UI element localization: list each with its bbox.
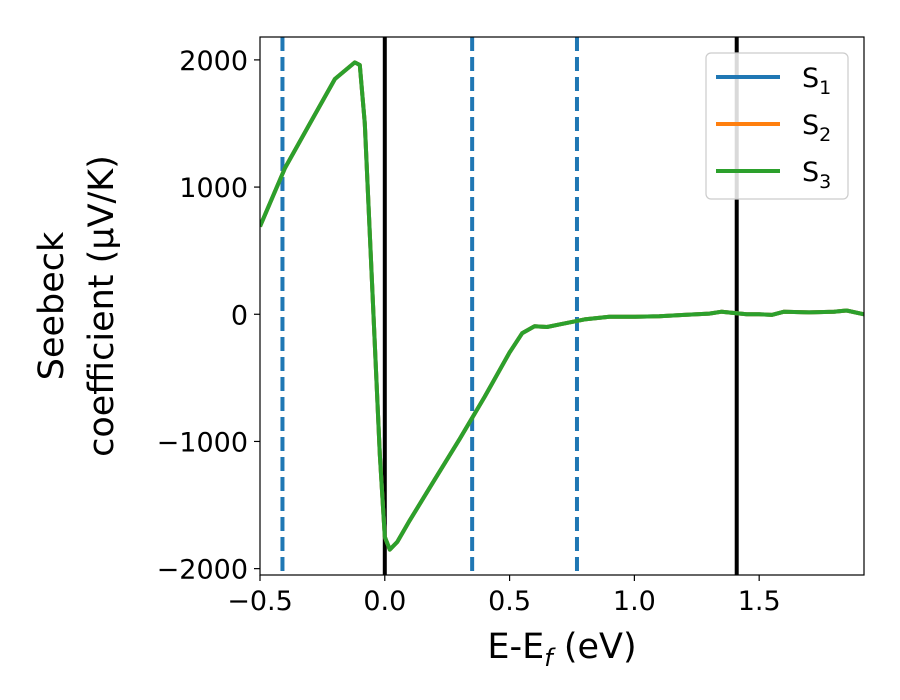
x-tick-label-4: 1.5 — [738, 586, 781, 617]
axes-frame — [259, 36, 865, 576]
legend-label-2: S2 — [802, 110, 831, 146]
x-tick-label-0: −0.5 — [227, 586, 293, 617]
legend-label-main-1: S — [802, 63, 819, 94]
legend-label-subscript-2: 2 — [819, 124, 831, 146]
y-tick-label-0: −2000 — [157, 555, 248, 586]
y-tick-label-4: 2000 — [179, 46, 248, 77]
axes: −0.5 0.0 0.5 1.0 1.5 −2000 −1000 0 1000 2000 — [157, 36, 865, 617]
legend-label-1: S1 — [802, 63, 831, 99]
x-tick-label-2: 0.5 — [488, 586, 531, 617]
legend-label-main-3: S — [802, 157, 819, 188]
y-axis-title-line-2: coefficient (μV/K) — [82, 155, 122, 457]
x-tick-label-1: 0.0 — [363, 586, 406, 617]
y-tick-label-3: 1000 — [179, 173, 248, 204]
x-axis-title-main: E-E — [487, 627, 544, 667]
x-axis-title-unit: (eV) — [553, 627, 637, 667]
y-axis-title-line-1: Seebeck — [32, 231, 72, 380]
x-tick-label-3: 1.0 — [613, 586, 656, 617]
y-tick-label-2: 0 — [231, 300, 248, 331]
legend-label-subscript-3: 3 — [819, 171, 831, 193]
legend-label-3: S3 — [802, 157, 831, 193]
series-line-s3 — [260, 60, 864, 552]
y-tick-label-1: −1000 — [157, 427, 248, 458]
axis-titles: E-Ef (eV) Seebeck coefficient (μV/K) — [32, 155, 637, 672]
legend-label-main-2: S — [802, 110, 819, 141]
legend-label-subscript-1: 1 — [819, 77, 831, 99]
x-axis-title: E-Ef (eV) — [487, 627, 636, 672]
